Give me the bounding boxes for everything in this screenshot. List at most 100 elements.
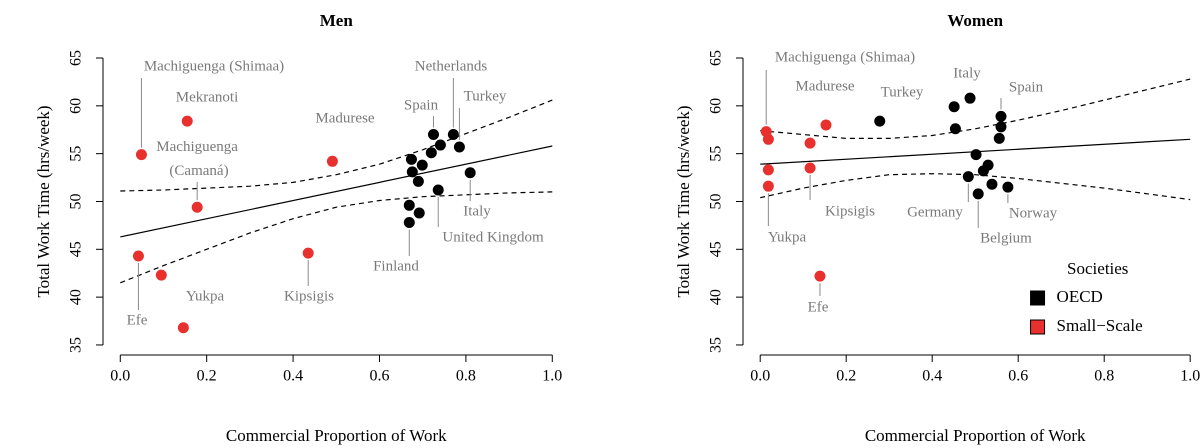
x-tick-label: 0.2: [197, 368, 217, 385]
x-tick-label: 0.4: [922, 368, 942, 385]
point-label: Spain: [404, 97, 439, 113]
point: [804, 137, 816, 149]
point-label: Machiguenga (Shimaa): [144, 58, 284, 74]
point: [412, 175, 424, 187]
y-tick-label: 50: [68, 193, 85, 209]
point: [949, 123, 961, 135]
x-tick-label: 0.0: [110, 368, 130, 385]
y-tick-label: 55: [68, 146, 85, 162]
y-tick-label: 35: [68, 337, 85, 353]
point: [995, 121, 1007, 133]
point: [762, 180, 774, 192]
point: [406, 166, 418, 178]
point-label: Machiguenga (Shimaa): [775, 49, 915, 65]
point: [434, 139, 446, 151]
point-label: Kipsigis: [825, 203, 875, 219]
point: [132, 250, 144, 262]
x-tick-label: 1.0: [542, 368, 562, 385]
x-tick-label: 1.0: [1180, 368, 1200, 385]
point-label: Yukpa: [768, 229, 807, 245]
legend-label: Small−Scale: [1057, 316, 1143, 335]
point: [405, 153, 417, 165]
point: [302, 247, 314, 259]
point-label: Italy: [953, 65, 981, 81]
x-tick-label: 0.8: [1094, 368, 1114, 385]
point-label: Kipsigis: [284, 288, 334, 304]
point: [762, 164, 774, 176]
y-tick-label: 65: [68, 50, 85, 66]
point: [995, 110, 1007, 122]
point: [413, 207, 425, 219]
point: [425, 147, 437, 159]
y-tick-label: 60: [708, 98, 725, 114]
point-label: Belgium: [980, 230, 1032, 246]
point-label: Madurese: [315, 110, 374, 126]
point: [977, 165, 989, 177]
confidence-band: [760, 173, 1191, 201]
chart-title: Women: [947, 11, 1003, 30]
x-axis-label: Commercial Proportion of Work: [226, 426, 447, 445]
point: [416, 159, 428, 171]
point: [464, 167, 476, 179]
legend-title: Societies: [1067, 259, 1128, 278]
point-label: Efe: [127, 312, 148, 328]
point-label: Germany: [907, 204, 963, 220]
point-label: Efe: [808, 299, 829, 315]
point: [181, 115, 193, 127]
x-tick-label: 0.6: [369, 368, 389, 385]
x-tick-label: 0.8: [456, 368, 476, 385]
point: [986, 178, 998, 190]
y-tick-label: 40: [708, 289, 725, 305]
point-label: Turkey: [464, 88, 507, 104]
fit-line: [120, 145, 553, 238]
point-label: Mekranoti: [176, 89, 238, 105]
legend-swatch: [1030, 290, 1046, 306]
point: [762, 133, 774, 145]
point: [155, 269, 167, 281]
y-tick-label: 35: [708, 337, 725, 353]
point: [1002, 181, 1014, 193]
point-label: Finland: [373, 258, 419, 274]
point-label: Madurese: [795, 78, 854, 94]
y-tick-label: 65: [708, 50, 725, 66]
x-tick-label: 0.6: [1008, 368, 1028, 385]
point: [962, 171, 974, 183]
legend-swatch: [1030, 319, 1046, 335]
chart-title: Men: [320, 11, 354, 30]
y-axis-label: Total Work Time (hrs/week): [34, 105, 53, 297]
confidence-band: [120, 99, 553, 192]
point: [874, 115, 886, 127]
point: [453, 141, 465, 153]
y-tick-label: 55: [708, 146, 725, 162]
point: [177, 322, 189, 334]
point: [948, 101, 960, 113]
point: [972, 188, 984, 200]
x-tick-label: 0.2: [836, 368, 856, 385]
point-label: Turkey: [881, 84, 924, 100]
legend-label: OECD: [1057, 287, 1103, 306]
point: [403, 199, 415, 211]
confidence-band: [760, 78, 1191, 139]
point: [135, 149, 147, 161]
point: [820, 119, 832, 131]
point: [814, 270, 826, 282]
y-tick-label: 40: [68, 289, 85, 305]
x-axis-label: Commercial Proportion of Work: [865, 426, 1086, 445]
point-label: United Kingdom: [442, 229, 544, 245]
point: [403, 217, 415, 229]
point: [447, 129, 459, 141]
point-label: Yukpa: [186, 288, 225, 304]
point: [427, 129, 439, 141]
y-tick-label: 60: [68, 98, 85, 114]
point: [326, 155, 338, 167]
point: [964, 92, 976, 104]
x-tick-label: 0.0: [750, 368, 770, 385]
point: [191, 201, 203, 213]
x-tick-label: 0.4: [283, 368, 303, 385]
point: [970, 149, 982, 161]
point-label: Italy: [463, 203, 491, 219]
y-axis-label: Total Work Time (hrs/week): [674, 105, 693, 297]
point-label: Spain: [1009, 79, 1044, 95]
